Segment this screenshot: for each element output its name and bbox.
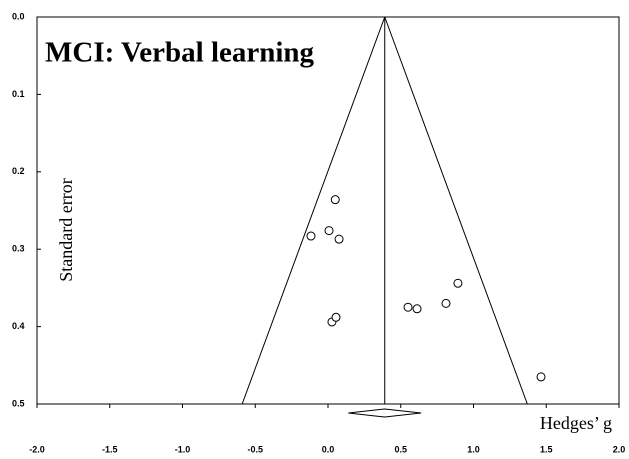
y-tick-label: 0.1 [12,89,25,99]
y-tick-label: 0.3 [12,244,25,254]
x-tick-label: 0.0 [322,444,335,454]
pooled-diamond [348,408,422,418]
study-point [306,231,316,241]
y-tick-label: 0.4 [12,321,25,331]
y-tick-label: 0.5 [12,398,25,408]
chart-title: MCI: Verbal learning [45,37,315,69]
study-point [403,302,413,312]
x-tick-label: -1.0 [175,444,191,454]
x-tick-label: 1.0 [467,444,480,454]
y-axis-label: Standard error [56,178,76,281]
study-point [330,195,340,205]
study-point [453,278,463,288]
y-tick-label: 0.2 [12,166,25,176]
x-axis-label: Hedges’ g [540,413,612,433]
x-tick-label: 1.5 [540,444,553,454]
study-point [441,298,451,308]
x-tick-label: -2.0 [29,444,45,454]
x-tick-label: -1.5 [102,444,118,454]
study-point [334,234,344,244]
funnel-left [241,16,386,405]
study-point [331,312,341,322]
x-tick-label: 2.0 [613,444,626,454]
y-tick-label: 0.0 [12,11,25,21]
study-point [324,226,334,236]
plot-frame [36,16,620,405]
study-point [412,304,422,314]
funnel-right [384,16,528,405]
study-point [536,372,546,382]
x-tick-label: 0.5 [394,444,407,454]
x-tick-label: -0.5 [247,444,263,454]
